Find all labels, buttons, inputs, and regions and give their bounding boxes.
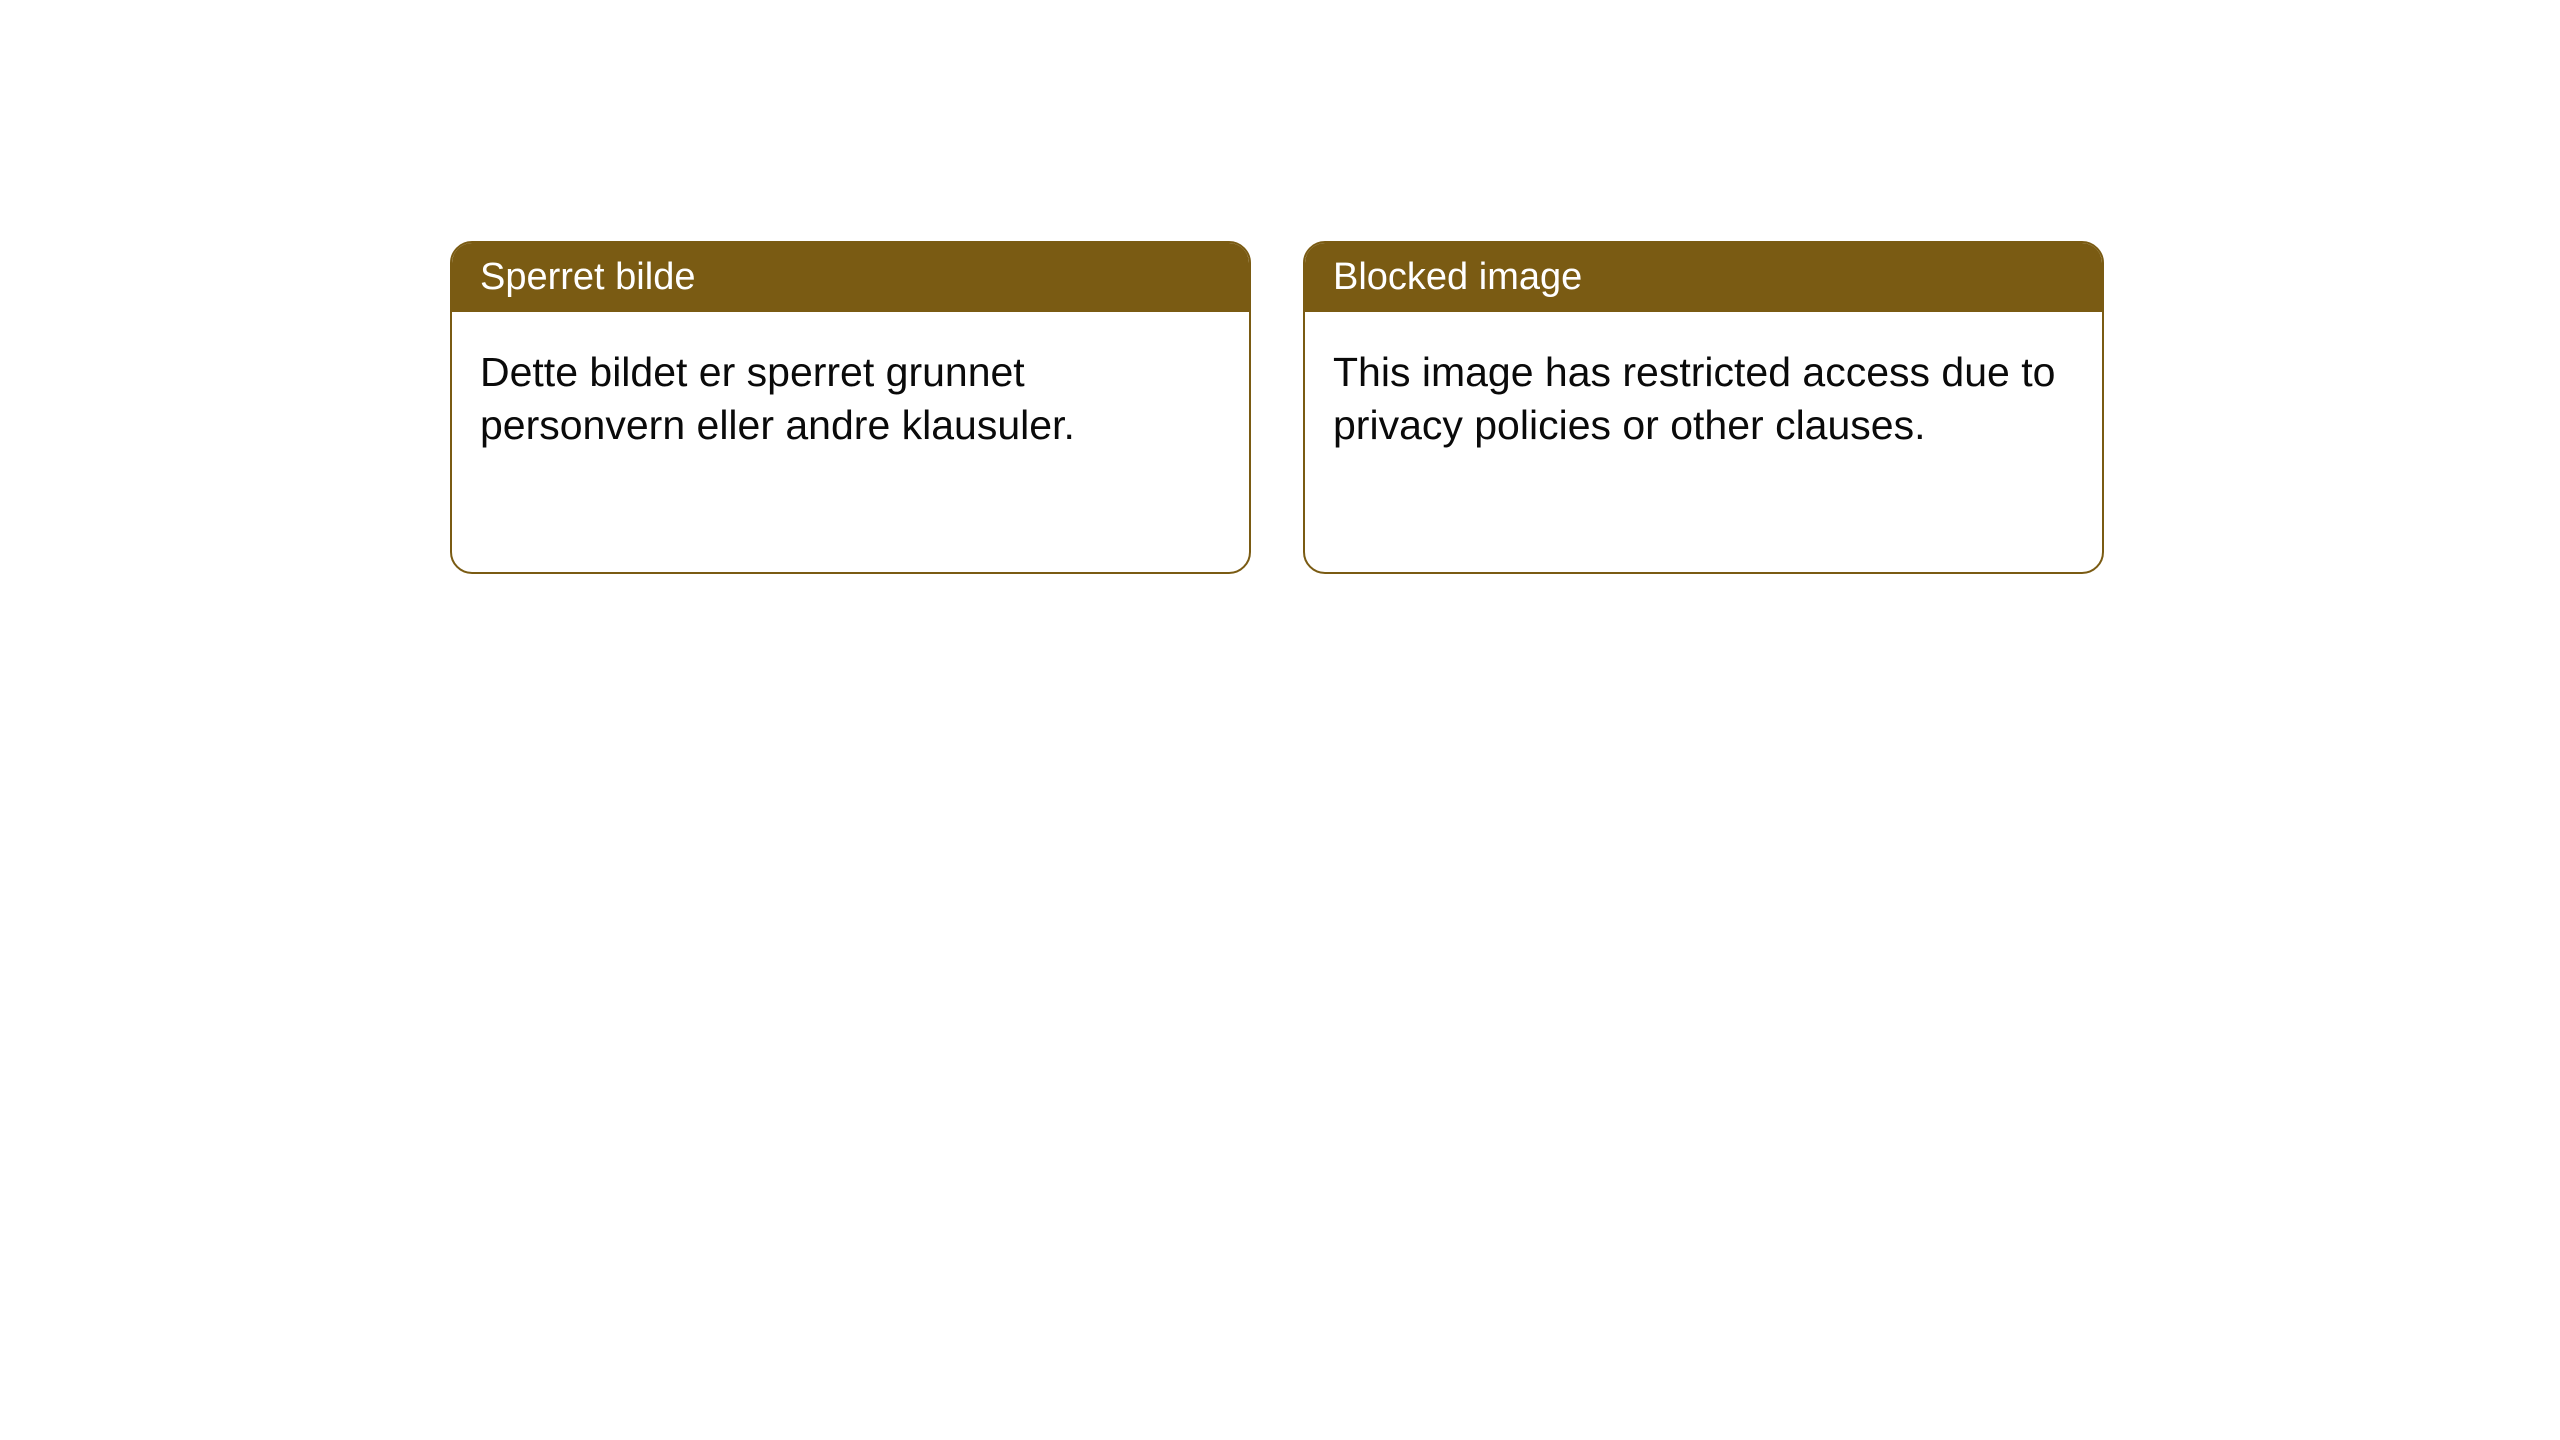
notice-card-norwegian: Sperret bilde Dette bildet er sperret gr…: [450, 241, 1251, 574]
notice-card-english: Blocked image This image has restricted …: [1303, 241, 2104, 574]
notice-card-body: This image has restricted access due to …: [1305, 312, 2102, 485]
notice-card-title: Blocked image: [1305, 243, 2102, 312]
notice-card-body: Dette bildet er sperret grunnet personve…: [452, 312, 1249, 485]
notice-cards-container: Sperret bilde Dette bildet er sperret gr…: [450, 241, 2104, 574]
notice-card-title: Sperret bilde: [452, 243, 1249, 312]
